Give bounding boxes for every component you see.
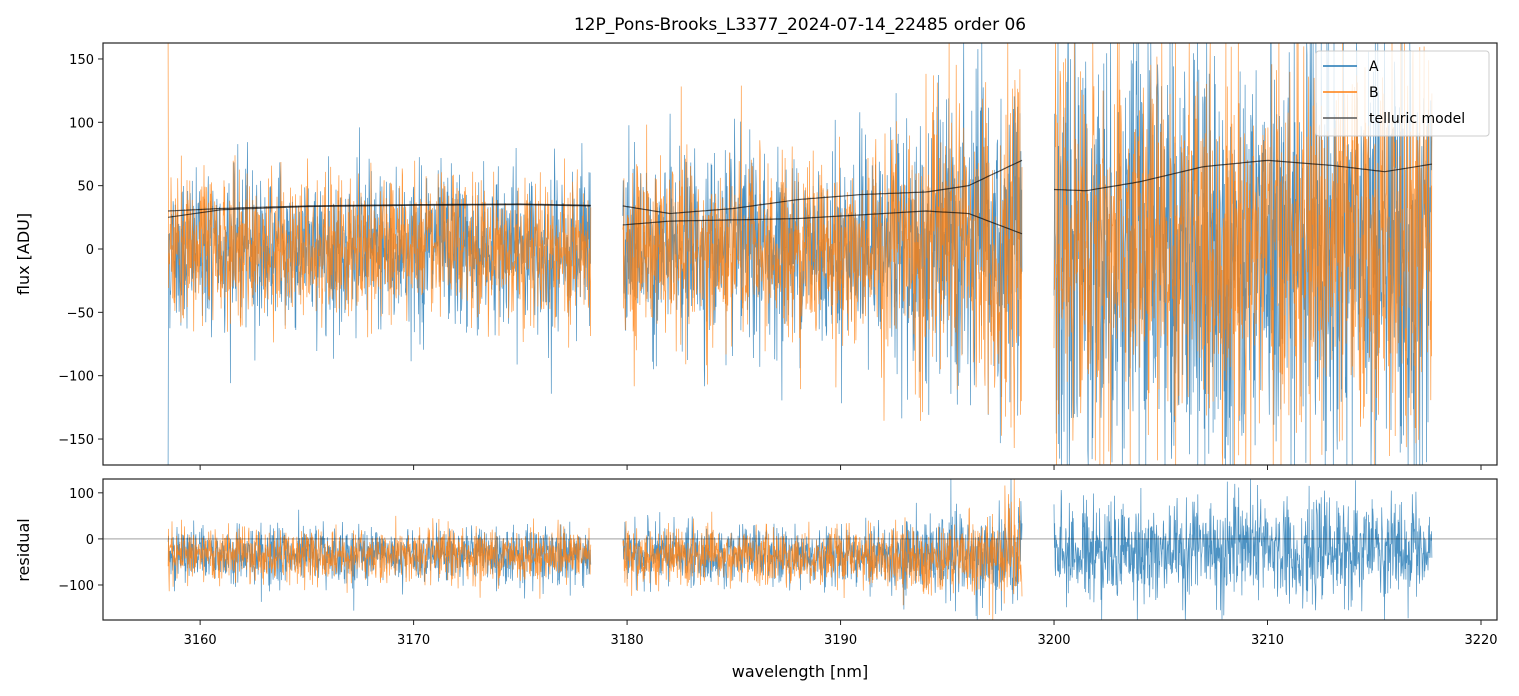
residual-line-b-seg2 <box>622 479 1023 620</box>
y-tick-label-flux: 100 <box>69 116 94 131</box>
flux-line-b-seg3 <box>1053 43 1433 465</box>
y-tick-label-flux: 0 <box>86 243 94 258</box>
y-axis-label-residual: residual <box>14 518 33 581</box>
y-tick-label-flux: −100 <box>58 370 94 385</box>
x-tick-label: 3220 <box>1464 633 1497 648</box>
axes-frame-residual <box>102 478 1498 621</box>
y-tick-label-flux: 50 <box>77 180 94 195</box>
y-tick-label-flux: −50 <box>67 306 94 321</box>
legend-label-a: A <box>1369 59 1379 75</box>
x-tick-label: 3170 <box>397 633 430 648</box>
flux-line-b-seg2 <box>622 43 1023 449</box>
telluric-model-line-4 <box>622 210 1023 235</box>
y-tick-label-flux: −150 <box>58 433 94 448</box>
x-tick-label: 3160 <box>184 633 217 648</box>
residual-panel-data <box>103 479 1497 620</box>
residual-line-b-seg1 <box>167 515 592 599</box>
legend-box <box>1315 50 1490 137</box>
axes-frame-flux <box>102 42 1498 466</box>
legend-label-b: B <box>1369 85 1379 101</box>
flux-line-a-seg1 <box>167 127 591 465</box>
telluric-model-line-5 <box>1053 159 1432 192</box>
axes: −150 −100 −50 0 50 100 150 −100 0 100 3160 3170 3180… <box>58 42 1498 648</box>
legend: A B telluric model <box>1315 50 1490 137</box>
x-tick-label: 3180 <box>611 633 644 648</box>
chart-title: 12P_Pons-Brooks_L3377_2024-07-14_22485 o… <box>574 15 1026 35</box>
y-tick-label-residual: −100 <box>58 579 94 594</box>
flux-panel-data <box>167 43 1433 465</box>
x-tick-label: 3210 <box>1251 633 1284 648</box>
y-axis-label-flux: flux [ADU] <box>14 213 33 295</box>
x-axis-label: wavelength [nm] <box>732 662 869 681</box>
x-tick-label: 3200 <box>1037 633 1070 648</box>
telluric-model-line-2 <box>168 204 591 218</box>
y-tick-label-residual: 0 <box>86 533 94 548</box>
x-tick-label: 3190 <box>824 633 857 648</box>
y-tick-label-residual: 100 <box>69 487 94 502</box>
y-tick-label-flux: 150 <box>69 53 94 68</box>
legend-label-telluric: telluric model <box>1369 111 1465 127</box>
residual-line-a-seg3 <box>1053 479 1433 620</box>
telluric-model-line-3 <box>622 159 1023 215</box>
flux-line-b-seg1 <box>167 43 592 348</box>
